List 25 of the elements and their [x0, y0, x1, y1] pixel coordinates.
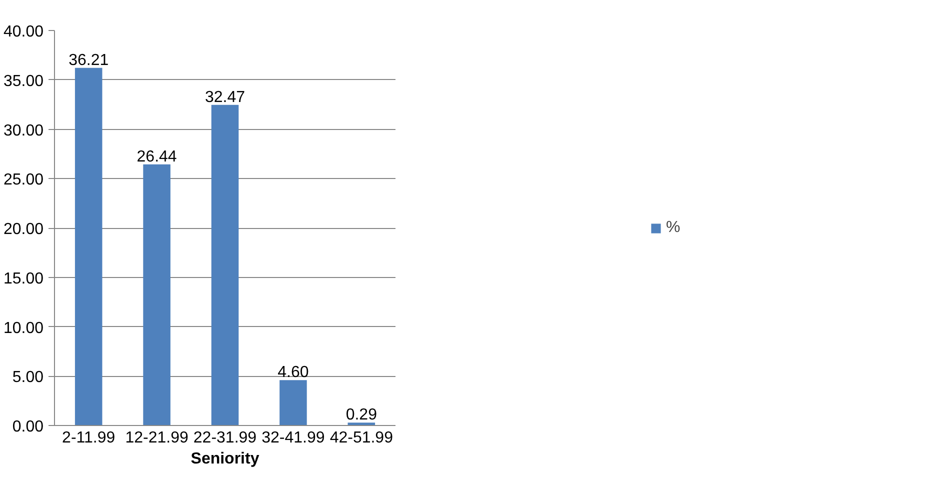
y-tick-label: 40.00 [3, 24, 44, 40]
x-tick-label: 12-21.99 [125, 430, 188, 446]
x-tick-label: 42-51.99 [330, 430, 394, 446]
y-tick-label: 20.00 [3, 221, 44, 238]
x-tick-label: 22-31.99 [193, 430, 257, 446]
y-tick-label: 10.00 [3, 320, 44, 337]
y-tick-label: 15.00 [3, 270, 44, 288]
data-label: 4.60 [278, 364, 309, 382]
x-tick-label: 2-11.99 [62, 430, 116, 446]
y-tick-label: 5.00 [12, 369, 44, 386]
data-label: 32.47 [204, 88, 246, 106]
bar [280, 380, 307, 426]
data-label: 36.21 [68, 52, 109, 69]
y-tick-label: 0.00 [12, 418, 44, 436]
bar [74, 68, 102, 426]
data-label: 26.44 [136, 148, 177, 166]
x-axis-title: Seniority [190, 450, 260, 468]
bar [143, 164, 170, 426]
y-tick-label: 25.00 [3, 172, 44, 189]
x-tick-label: 32-41.99 [262, 430, 325, 446]
data-label: 0.29 [346, 406, 378, 424]
y-tick-label: 35.00 [3, 72, 44, 90]
y-tick-label: 30.00 [3, 122, 44, 140]
legend-label: % [666, 218, 682, 236]
bar [211, 104, 239, 426]
